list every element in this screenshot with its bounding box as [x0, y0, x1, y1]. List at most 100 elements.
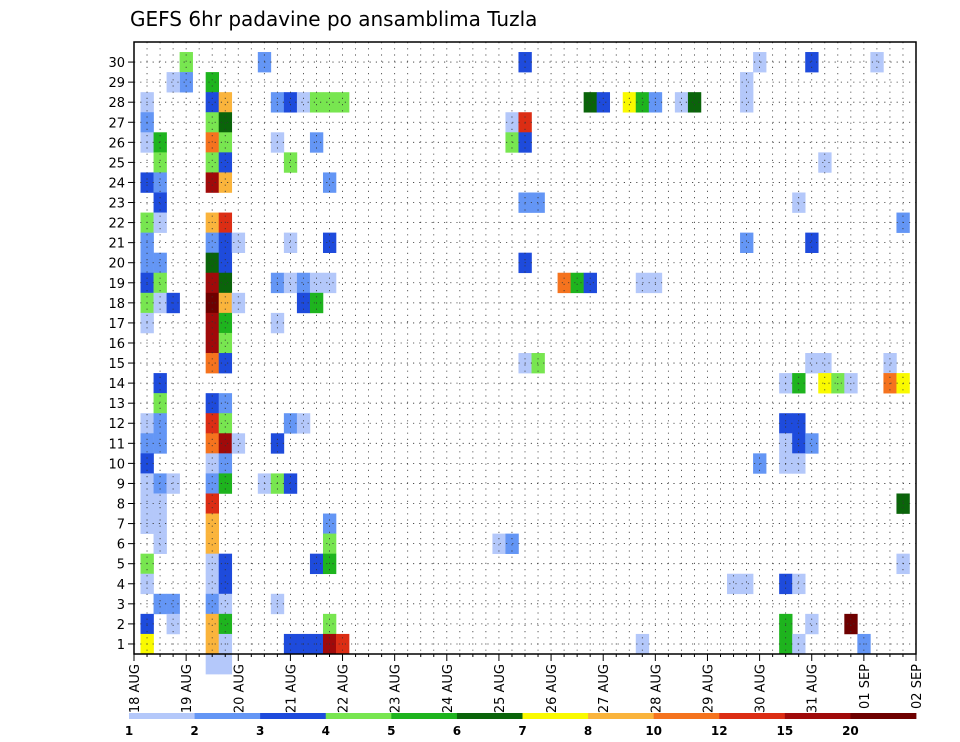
heatmap-cell — [818, 353, 832, 374]
y-tick-label: 29 — [108, 76, 125, 91]
heatmap-cell — [296, 92, 311, 113]
colorbar-swatch — [456, 713, 523, 719]
y-tick-label: 28 — [108, 96, 125, 111]
heatmap-cell — [218, 654, 233, 675]
heatmap-cell — [205, 72, 220, 93]
heatmap-cell — [205, 593, 220, 615]
colorbar-label: 15 — [776, 724, 793, 738]
heatmap-cell — [622, 92, 637, 113]
x-tick-label: 24 AUG — [441, 664, 456, 713]
heatmap-cell — [740, 232, 754, 253]
y-tick-label: 8 — [117, 498, 125, 513]
heatmap-cell — [753, 52, 767, 73]
heatmap-cell — [205, 533, 220, 554]
heatmap-cell — [283, 413, 298, 434]
heatmap-cell — [205, 573, 220, 595]
heatmap-cell — [205, 132, 220, 153]
x-tick-label: 27 AUG — [597, 664, 612, 713]
heatmap-cell — [283, 92, 298, 113]
colorbar-swatch — [588, 713, 655, 719]
x-tick-label: 22 AUG — [337, 664, 352, 713]
heatmap-cell — [805, 613, 819, 635]
colorbar-swatch — [653, 713, 720, 719]
heatmap-cell — [218, 473, 233, 494]
heatmap-cell — [205, 453, 220, 474]
x-tick-label: 21 AUG — [284, 664, 299, 713]
heatmap-cell — [205, 513, 220, 534]
heatmap-cell — [296, 272, 311, 294]
colorbar-swatch — [850, 713, 917, 719]
x-tick-label: 23 AUG — [389, 664, 404, 713]
colorbar-swatch — [260, 713, 327, 719]
heatmap-cell — [309, 132, 324, 153]
heatmap-cell — [322, 92, 337, 113]
heatmap-cell — [205, 433, 220, 454]
colorbar-swatch — [325, 713, 392, 719]
heatmap-cell — [740, 92, 754, 113]
y-tick-label: 20 — [108, 257, 125, 272]
colorbar-swatch — [784, 713, 851, 719]
heatmap-cell — [205, 272, 220, 294]
heatmap-cell — [322, 232, 337, 253]
heatmap-cell — [218, 332, 233, 354]
heatmap-cell — [792, 573, 806, 595]
heatmap-cell — [218, 272, 233, 294]
x-tick-label: 30 AUG — [754, 664, 769, 713]
heatmap-cell — [322, 272, 337, 294]
heatmap-cell — [583, 92, 597, 113]
y-tick-label: 3 — [117, 598, 125, 613]
y-tick-label: 26 — [108, 136, 125, 151]
heatmap-cell — [296, 413, 311, 434]
y-tick-label: 9 — [117, 477, 125, 492]
heatmap-cell — [322, 613, 337, 635]
heatmap-cell — [153, 192, 167, 213]
heatmap-cell — [205, 473, 220, 494]
heatmap-cell — [753, 453, 767, 474]
heatmap-cell — [687, 92, 702, 113]
heatmap-cell — [218, 413, 233, 434]
heatmap-cell — [596, 92, 611, 113]
heatmap-cell — [505, 132, 519, 153]
x-tick-label: 19 AUG — [180, 664, 195, 713]
heatmap-cell — [740, 72, 754, 93]
heatmap-cell — [283, 152, 298, 173]
colorbar-label: 10 — [645, 724, 662, 738]
colorbar-label: 4 — [322, 724, 330, 738]
heatmap-cell — [870, 52, 884, 73]
heatmap-cell — [153, 132, 167, 153]
colorbar-label: 7 — [518, 724, 526, 738]
heatmap-cell — [283, 473, 298, 494]
heatmap-cell — [231, 232, 246, 253]
y-tick-label: 24 — [108, 176, 125, 191]
y-tick-label: 13 — [108, 397, 125, 412]
y-tick-label: 15 — [108, 357, 125, 372]
heatmap-cell — [218, 453, 233, 474]
y-tick-label: 21 — [108, 237, 125, 252]
heatmap-cell — [740, 573, 754, 595]
y-tick-label: 1 — [117, 638, 125, 653]
heatmap-cell — [792, 453, 806, 474]
colorbar-swatch — [194, 713, 261, 719]
heatmap-cell — [218, 613, 233, 635]
heatmap-cell — [218, 252, 233, 274]
heatmap-cell — [205, 152, 220, 173]
heatmap-cell — [818, 152, 832, 173]
y-tick-label: 12 — [108, 417, 125, 432]
colorbar-label: 1 — [125, 724, 133, 738]
heatmap-cell — [205, 493, 220, 514]
y-tick-label: 2 — [117, 618, 125, 633]
y-tick-label: 7 — [117, 518, 125, 533]
colorbar-label: 3 — [256, 724, 264, 738]
heatmap-cell — [205, 112, 220, 133]
x-tick-label: 31 AUG — [806, 664, 821, 713]
heatmap-cell — [218, 393, 233, 414]
y-tick-label: 5 — [117, 558, 125, 573]
heatmap-cell — [166, 473, 180, 494]
heatmap-cell — [179, 52, 193, 73]
heatmap-cell — [322, 172, 337, 193]
heatmap-cell — [792, 413, 806, 434]
y-tick-label: 19 — [108, 277, 125, 292]
heatmap-cell — [218, 92, 233, 113]
heatmap-cell — [309, 272, 324, 294]
heatmap-cell — [557, 272, 571, 294]
